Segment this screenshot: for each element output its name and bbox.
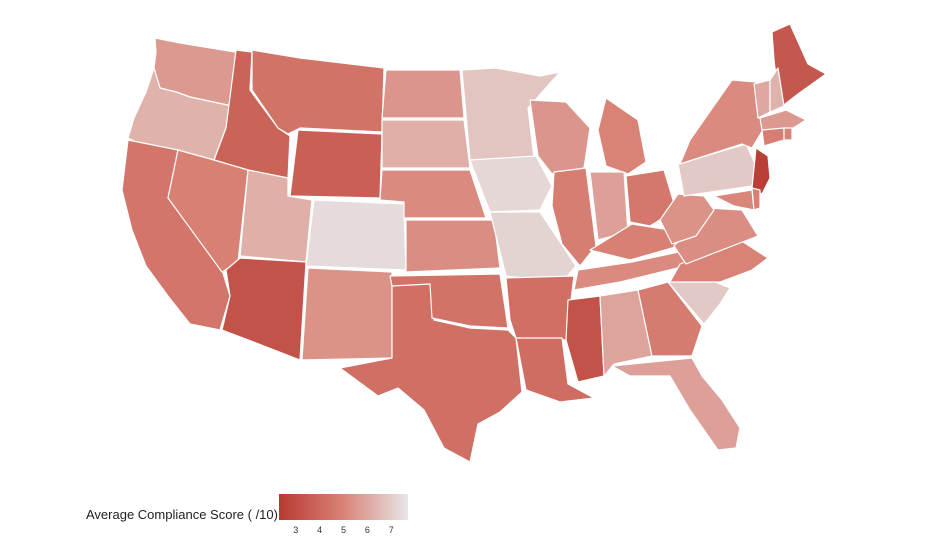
legend-tick-label: 3: [293, 525, 299, 535]
state-WY: [289, 129, 383, 199]
state-MA: [759, 109, 807, 131]
state-IL: [551, 167, 597, 267]
legend-title: Average Compliance Score ( /10): [86, 507, 278, 522]
legend-ticks: 3 4 5 6 7: [279, 525, 408, 537]
state-NH: [769, 67, 785, 113]
state-LA: [515, 337, 595, 403]
state-CT: [761, 127, 785, 147]
state-ND: [381, 69, 465, 119]
state-IA: [469, 155, 553, 213]
state-KS: [405, 219, 501, 273]
state-CO: [305, 199, 407, 271]
legend-tick-label: 5: [340, 525, 347, 535]
state-NM: [301, 267, 393, 361]
legend-tick-label: 4: [317, 525, 323, 535]
state-AR: [505, 275, 575, 341]
state-FL: [611, 357, 741, 451]
state-GA: [637, 281, 703, 357]
state-OK: [389, 273, 509, 329]
state-ME: [771, 23, 827, 109]
state-WV: [659, 193, 715, 245]
state-MT: [251, 49, 385, 135]
legend-tick-label: 6: [364, 525, 370, 535]
state-UT: [239, 169, 313, 263]
state-DE: [751, 187, 761, 211]
state-SD: [381, 119, 471, 169]
legend-colorbar: [279, 494, 408, 520]
state-AZ: [221, 257, 307, 361]
state-NJ: [751, 147, 771, 195]
state-MD: [713, 189, 755, 211]
state-AL: [599, 289, 653, 377]
state-MO: [489, 211, 577, 283]
state-TX: [339, 279, 523, 463]
state-ID: [213, 49, 291, 179]
legend-tick-label: 7: [388, 525, 394, 535]
state-MI: [597, 97, 647, 175]
state-NE: [379, 169, 487, 219]
state-MS: [565, 295, 605, 383]
state-NY: [679, 79, 765, 165]
state-RI: [783, 127, 793, 141]
